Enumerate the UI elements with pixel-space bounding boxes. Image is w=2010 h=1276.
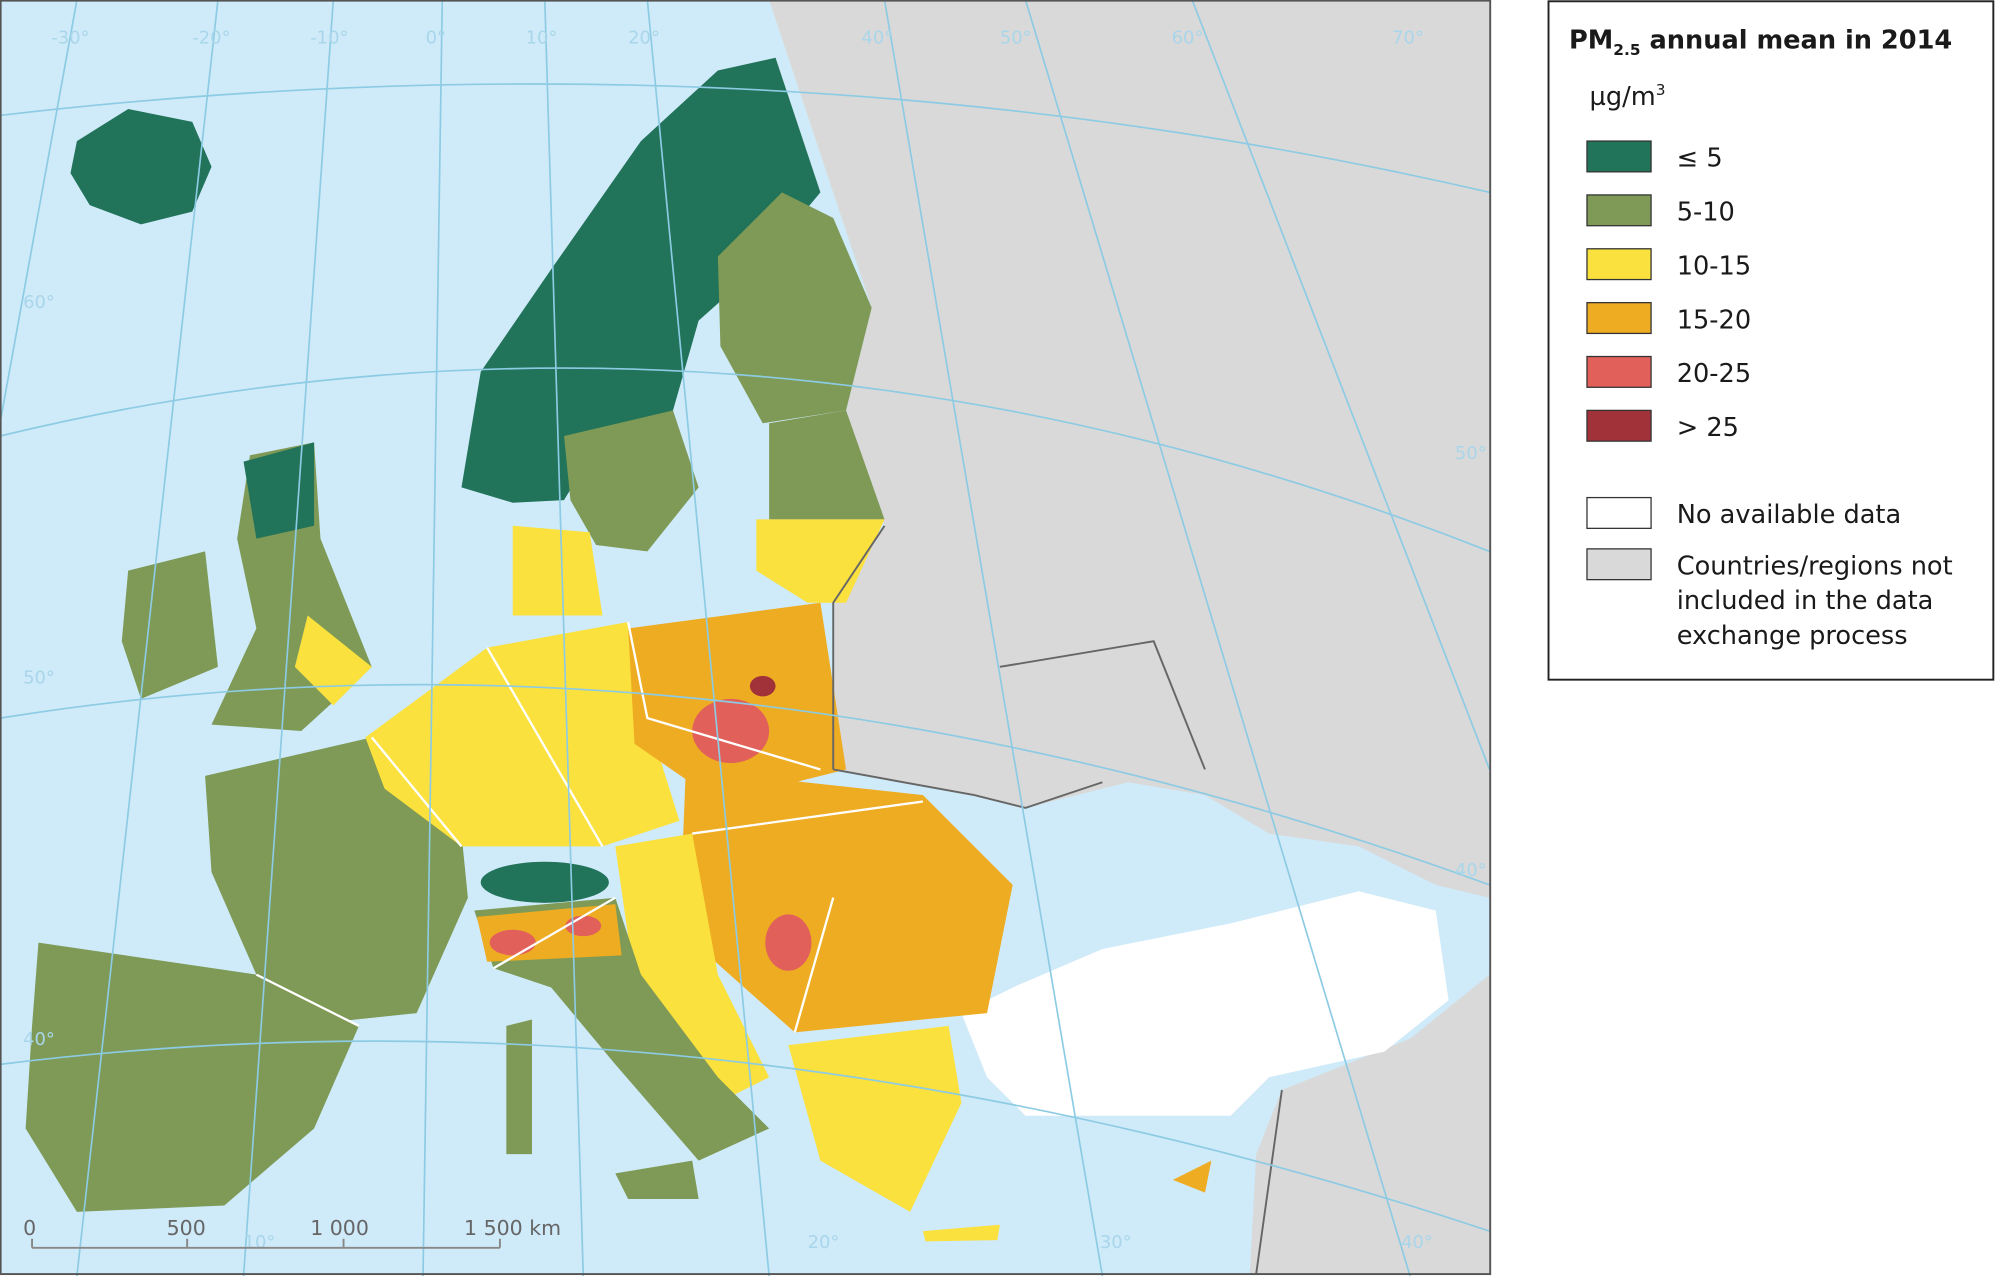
graticule-label: 60° xyxy=(1172,28,1204,49)
graticule-label: 40° xyxy=(1455,860,1487,881)
region xyxy=(692,698,770,764)
legend-title: PM2.5 annual mean in 2014 xyxy=(1569,26,1952,59)
legend-label: Countries/regions not xyxy=(1677,552,1953,582)
region xyxy=(25,942,359,1212)
scale-label: 500 xyxy=(167,1216,206,1240)
region xyxy=(70,109,212,225)
legend-swatch xyxy=(1586,548,1652,581)
region xyxy=(749,675,776,697)
map: -30° -20° -10° 0° 10° 20° 40° 50° 60° 70° 60° 50° 40… xyxy=(0,0,1492,1276)
graticule-label: 50° xyxy=(23,668,55,689)
region xyxy=(121,551,218,699)
region xyxy=(480,861,609,903)
legend-label: No available data xyxy=(1677,500,1901,530)
region xyxy=(564,410,699,552)
region xyxy=(922,1224,1000,1242)
graticule-label: 40° xyxy=(23,1029,55,1050)
graticule-label: 60° xyxy=(23,292,55,313)
legend-label: 10-15 xyxy=(1677,251,1751,281)
region xyxy=(769,410,885,520)
region xyxy=(1172,1160,1212,1193)
legend-swatch xyxy=(1586,409,1652,442)
legend-swatch xyxy=(1586,302,1652,335)
graticule-label: 20° xyxy=(808,1232,840,1253)
land-not-included xyxy=(769,0,1490,1274)
region xyxy=(788,1025,962,1212)
legend-unit: µg/m3 xyxy=(1590,81,1666,112)
map-frame xyxy=(0,0,1492,1276)
legend-label: > 25 xyxy=(1677,413,1739,443)
graticule-label: -20° xyxy=(192,28,230,49)
legend-label: 5-10 xyxy=(1677,198,1735,228)
graticule-label: -10° xyxy=(310,28,348,49)
region xyxy=(205,737,468,1026)
legend-items: ≤ 5 5-10 10-15 15-20 20-25 > 25 No available d… xyxy=(1586,140,1953,651)
region xyxy=(294,615,372,706)
legend-swatch xyxy=(1586,194,1652,227)
title-subscript: 2.5 xyxy=(1613,41,1640,59)
scale-label: 1 000 xyxy=(310,1216,369,1240)
graticule-label: 40° xyxy=(1401,1232,1433,1253)
legend-label: included in the data xyxy=(1677,586,1934,616)
region xyxy=(765,914,812,971)
graticule-label: 50° xyxy=(1455,443,1487,464)
legend: PM2.5 annual mean in 2014 µg/m3 ≤ 5 5-10 1… xyxy=(1547,0,1995,681)
graticule-label: 10° xyxy=(244,1232,276,1253)
border xyxy=(832,525,1283,1274)
unit-base: µg/m xyxy=(1590,82,1656,112)
scale-label: 0 xyxy=(23,1216,36,1240)
region xyxy=(717,192,872,424)
region xyxy=(615,1160,699,1200)
region xyxy=(365,621,680,847)
unit-superscript: 3 xyxy=(1656,81,1666,99)
region xyxy=(489,929,536,956)
title-main: PM xyxy=(1569,26,1613,56)
graticule-label: 40° xyxy=(861,28,893,49)
legend-label: exchange process xyxy=(1677,621,1908,651)
region xyxy=(565,915,602,937)
turkey xyxy=(961,891,1449,1116)
graticule-label: 20° xyxy=(628,28,660,49)
region xyxy=(474,897,770,1161)
legend-swatch xyxy=(1586,140,1652,173)
graticule-label: 0° xyxy=(426,28,446,49)
graticule-label: 50° xyxy=(1000,28,1032,49)
scale-bar xyxy=(31,1238,501,1249)
graticule-label: -30° xyxy=(51,28,89,49)
region xyxy=(461,57,821,503)
region xyxy=(506,1019,532,1155)
graticule-label: 70° xyxy=(1392,28,1424,49)
legend-swatch xyxy=(1586,248,1652,281)
graticule-labels: -30° -20° -10° 0° 10° 20° 40° 50° 60° 70° 60° 50° 40… xyxy=(23,28,1487,1253)
title-rest: annual mean in 2014 xyxy=(1641,26,1953,56)
graticule-label: 10° xyxy=(526,28,558,49)
scale-label: 1 500 km xyxy=(464,1216,561,1240)
graticule xyxy=(0,0,1491,1276)
legend-label: 20-25 xyxy=(1677,359,1751,389)
legend-label: 15-20 xyxy=(1677,305,1751,335)
legend-swatch xyxy=(1586,496,1652,529)
region xyxy=(756,519,885,603)
border xyxy=(255,621,924,1033)
legend-swatch xyxy=(1586,355,1652,388)
legend-label: ≤ 5 xyxy=(1677,144,1723,174)
region xyxy=(679,769,1013,1033)
graticule-label: 30° xyxy=(1100,1232,1132,1253)
region xyxy=(512,525,603,616)
